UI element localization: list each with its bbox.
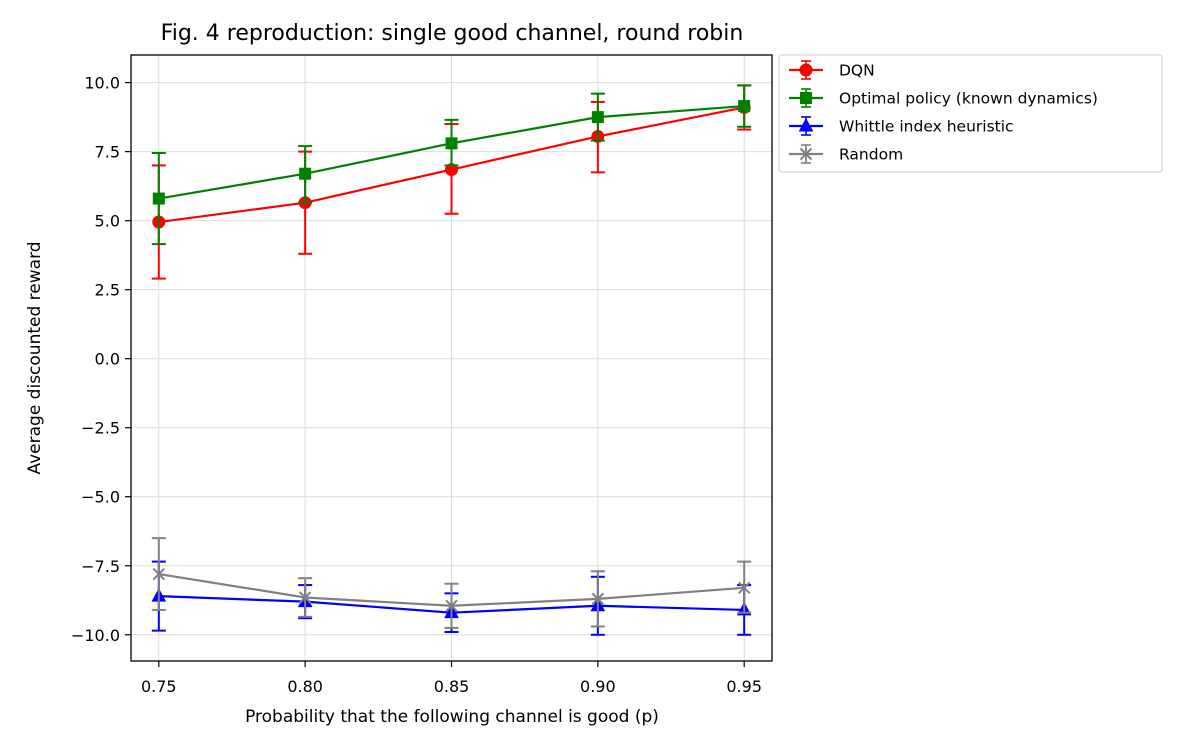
chart-title: Fig. 4 reproduction: single good channel… <box>161 21 744 46</box>
x-tick-label: 0.85 <box>434 677 470 696</box>
data-point <box>591 111 604 124</box>
legend-marker <box>800 92 812 104</box>
legend-item: Optimal policy (known dynamics) <box>789 88 1098 108</box>
data-point <box>152 192 165 205</box>
y-tick-label: 2.5 <box>95 281 120 300</box>
y-tick-label: 7.5 <box>95 143 120 162</box>
legend-marker <box>799 147 813 161</box>
series-group <box>151 84 752 636</box>
legend-label: Whittle index heuristic <box>839 118 1014 136</box>
grid <box>131 55 772 661</box>
x-tick-label: 0.75 <box>141 677 177 696</box>
legend-marker <box>799 63 813 77</box>
x-tick-label: 0.90 <box>580 677 616 696</box>
x-tick-label: 0.95 <box>726 677 762 696</box>
y-tick-label: 5.0 <box>95 212 120 231</box>
legend-item: Whittle index heuristic <box>789 116 1014 136</box>
series-x <box>151 537 752 629</box>
data-point <box>298 591 312 605</box>
x-axis-label: Probability that the following channel i… <box>245 707 659 727</box>
data-point <box>445 599 458 613</box>
x-tick-label: 0.80 <box>287 677 323 696</box>
y-tick-label: −10.0 <box>71 626 120 645</box>
legend-label: DQN <box>839 62 875 80</box>
y-tick-label: −5.0 <box>81 488 120 507</box>
legend-box <box>778 54 1163 173</box>
legend-label: Random <box>839 146 903 164</box>
y-tick-label: −7.5 <box>81 557 120 576</box>
axes: 0.75 0.80 0.85 0.90 0.95 10.0 7.5 5.0 2.5 0.0 −2.5… <box>71 54 773 696</box>
data-point <box>152 567 166 581</box>
y-tick-label: −2.5 <box>81 419 120 438</box>
y-tick-label: 10.0 <box>84 74 120 93</box>
data-point <box>445 137 458 150</box>
legend: DQN Optimal policy (known dynamics) Whittl… <box>778 54 1163 173</box>
y-axis-label: Average discounted reward <box>25 241 45 474</box>
series-square <box>151 84 752 246</box>
legend-item: Random <box>789 144 903 164</box>
legend-item: DQN <box>789 60 875 80</box>
data-point <box>737 581 751 595</box>
y-tick-label: 0.0 <box>95 350 120 369</box>
data-point <box>299 167 312 180</box>
data-point <box>738 100 751 113</box>
legend-label: Optimal policy (known dynamics) <box>839 90 1098 108</box>
data-point <box>591 592 605 606</box>
legend-marker <box>798 117 814 132</box>
